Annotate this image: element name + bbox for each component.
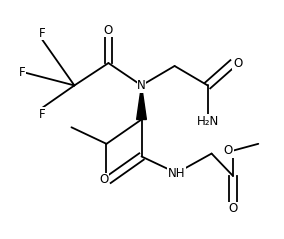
Text: NH: NH bbox=[168, 167, 185, 179]
Polygon shape bbox=[137, 85, 146, 120]
Text: O: O bbox=[99, 173, 108, 186]
Text: F: F bbox=[39, 108, 45, 121]
Text: F: F bbox=[39, 27, 45, 40]
Text: N: N bbox=[137, 79, 146, 92]
Text: O: O bbox=[228, 202, 238, 215]
Text: O: O bbox=[233, 57, 242, 70]
Text: O: O bbox=[104, 24, 113, 37]
Text: O: O bbox=[224, 144, 233, 157]
Text: H₂N: H₂N bbox=[197, 115, 219, 128]
Text: F: F bbox=[19, 66, 26, 79]
